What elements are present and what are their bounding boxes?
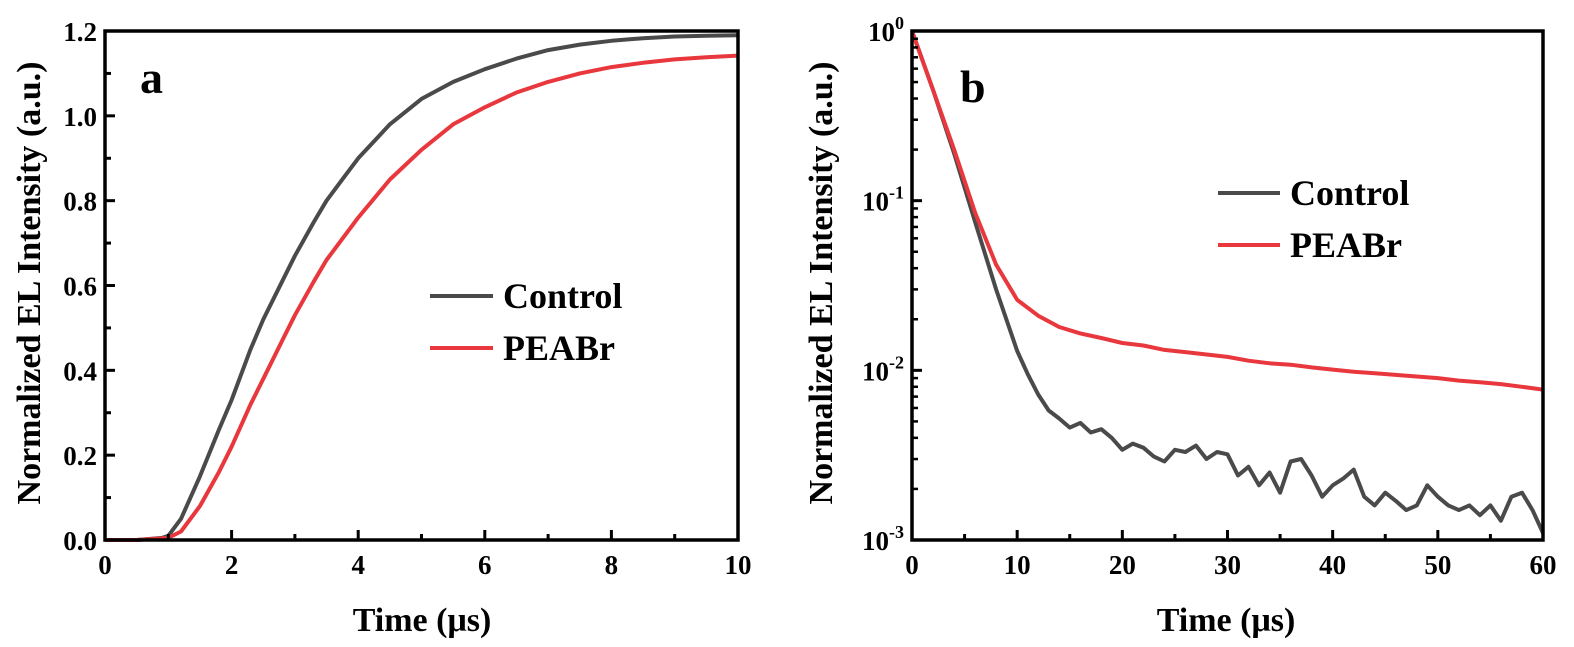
panel-a-series-group bbox=[105, 33, 739, 542]
x-tick-label: 10 bbox=[1004, 550, 1031, 580]
y-tick-label: 10-3 bbox=[862, 522, 904, 556]
panel-a-y-axis-title: Normalized EL Intensity (a.u.) bbox=[11, 62, 48, 505]
panel-b: 0 10 20 30 40 50 60 100 10-1 10-2 10-3 b Time (μs)… bbox=[803, 13, 1557, 639]
x-tick-label: 6 bbox=[478, 550, 492, 580]
y-tick-label: 1.2 bbox=[63, 17, 97, 47]
x-tick-label: 20 bbox=[1109, 550, 1136, 580]
legend-label-peabr: PEABr bbox=[1290, 225, 1402, 265]
y-tick-label: 0.6 bbox=[63, 272, 97, 302]
y-tick-label: 100 bbox=[868, 13, 904, 47]
x-tick-label: 60 bbox=[1530, 550, 1557, 580]
panel-b-y-axis-title: Normalized EL Intensity (a.u.) bbox=[803, 62, 840, 505]
panel-b-series-group bbox=[910, 30, 1545, 534]
x-tick-label: 2 bbox=[225, 550, 239, 580]
panel-a-series-control bbox=[105, 33, 739, 542]
panel-a-ticks: 0 2 4 6 8 10 0.0 0.2 0.4 0.6 0.8 1.0 1.2 bbox=[63, 17, 751, 580]
legend-label-control: Control bbox=[1290, 173, 1409, 213]
x-tick-label: 30 bbox=[1214, 550, 1241, 580]
panel-b-letter: b bbox=[960, 61, 986, 112]
panel-a-plot-frame bbox=[103, 29, 740, 542]
y-tick-label: 0.0 bbox=[63, 526, 97, 556]
x-tick-label: 10 bbox=[725, 550, 752, 580]
x-tick-label: 50 bbox=[1424, 550, 1451, 580]
x-tick-label: 0 bbox=[98, 550, 112, 580]
x-tick-label: 0 bbox=[905, 550, 919, 580]
y-tick-label: 10-2 bbox=[862, 352, 904, 386]
panel-a-x-axis-title: Time (μs) bbox=[353, 602, 492, 639]
y-tick-label: 10-1 bbox=[862, 183, 904, 217]
y-tick-label: 1.0 bbox=[63, 102, 97, 132]
panel-b-series-control bbox=[910, 30, 1545, 534]
panel-a-legend: Control PEABr bbox=[430, 276, 622, 368]
y-tick-label: 0.2 bbox=[63, 441, 97, 471]
x-tick-label: 4 bbox=[351, 550, 365, 580]
panel-a-letter: a bbox=[140, 52, 163, 103]
legend-label-control: Control bbox=[503, 276, 622, 316]
panel-b-x-axis-title: Time (μs) bbox=[1157, 602, 1296, 639]
x-tick-label: 8 bbox=[605, 550, 619, 580]
x-tick-label: 40 bbox=[1319, 550, 1346, 580]
panel-b-legend: Control PEABr bbox=[1218, 173, 1409, 265]
panel-b-series-peabr bbox=[910, 30, 1544, 392]
panel-a: 0 2 4 6 8 10 0.0 0.2 0.4 0.6 0.8 1.0 1.2 a Time (μs)… bbox=[11, 17, 752, 639]
panel-b-ticks: 0 10 20 30 40 50 60 100 10-1 10-2 10-3 bbox=[862, 13, 1557, 580]
y-tick-label: 0.8 bbox=[63, 187, 97, 217]
panel-a-series-peabr bbox=[105, 53, 739, 542]
legend-label-peabr: PEABr bbox=[503, 328, 615, 368]
y-tick-label: 0.4 bbox=[63, 356, 97, 386]
